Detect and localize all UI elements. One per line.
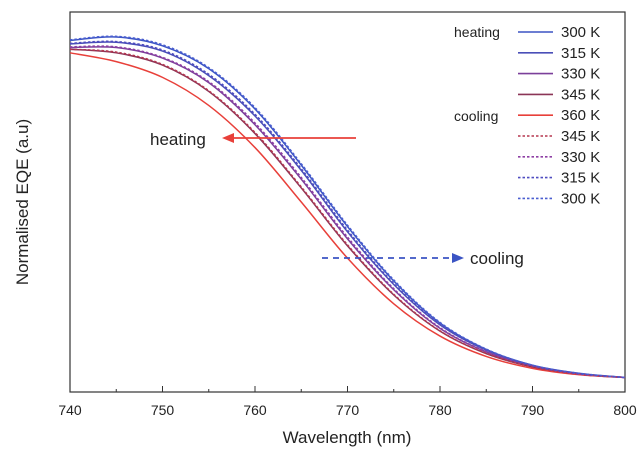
x-axis-ticks (69, 386, 626, 392)
series-line-heating-300k (69, 36, 626, 379)
heating-annotation-text: heating (150, 130, 206, 149)
series-lines (69, 35, 626, 379)
plot-frame (69, 11, 626, 393)
legend-label: 330 K (561, 66, 600, 83)
x-tick-label: 790 (521, 402, 545, 418)
x-tick-label: 770 (336, 402, 360, 418)
series-line-cooling-300k (69, 35, 626, 379)
series-line-heating-330k (69, 46, 626, 379)
series-line-cooling-360k (69, 52, 626, 379)
cooling-annotation-text: cooling (470, 249, 524, 268)
legend-label: 330 K (561, 149, 600, 166)
heating-arrow-head (222, 133, 234, 143)
legend-group-heating: heating (454, 24, 500, 40)
series-line-heating-315k (69, 41, 626, 379)
x-tick-label: 760 (243, 402, 267, 418)
series-line-cooling-345k (69, 48, 626, 379)
series-line-heating-345k (69, 48, 626, 379)
x-axis-label: Wavelength (nm) (283, 428, 412, 447)
legend-label: 315 K (561, 45, 600, 62)
legend-group-cooling: cooling (454, 108, 498, 124)
legend-label: 345 K (561, 128, 600, 145)
legend-label: 360 K (561, 107, 600, 124)
x-axis-tick-labels: 740 750 760 770 780 790 800 (58, 402, 637, 418)
heating-annotation: heating (150, 130, 356, 149)
cooling-arrow-head (452, 253, 464, 263)
legend-label: 300 K (561, 190, 600, 207)
x-tick-label: 780 (428, 402, 452, 418)
legend-label: 345 K (561, 86, 600, 103)
y-axis-label: Normalised EQE (a.u) (13, 119, 32, 285)
x-tick-label: 740 (58, 402, 82, 418)
x-tick-label: 750 (151, 402, 175, 418)
cooling-annotation: cooling (322, 249, 524, 268)
legend-label: 300 K (561, 24, 600, 41)
legend: heating cooling 300 K 315 K 330 K 345 K 360 … (454, 24, 600, 207)
x-tick-label: 800 (613, 402, 637, 418)
series-line-cooling-315k (69, 40, 626, 379)
legend-label: 315 K (561, 170, 600, 187)
series-line-cooling-330k (69, 45, 626, 379)
